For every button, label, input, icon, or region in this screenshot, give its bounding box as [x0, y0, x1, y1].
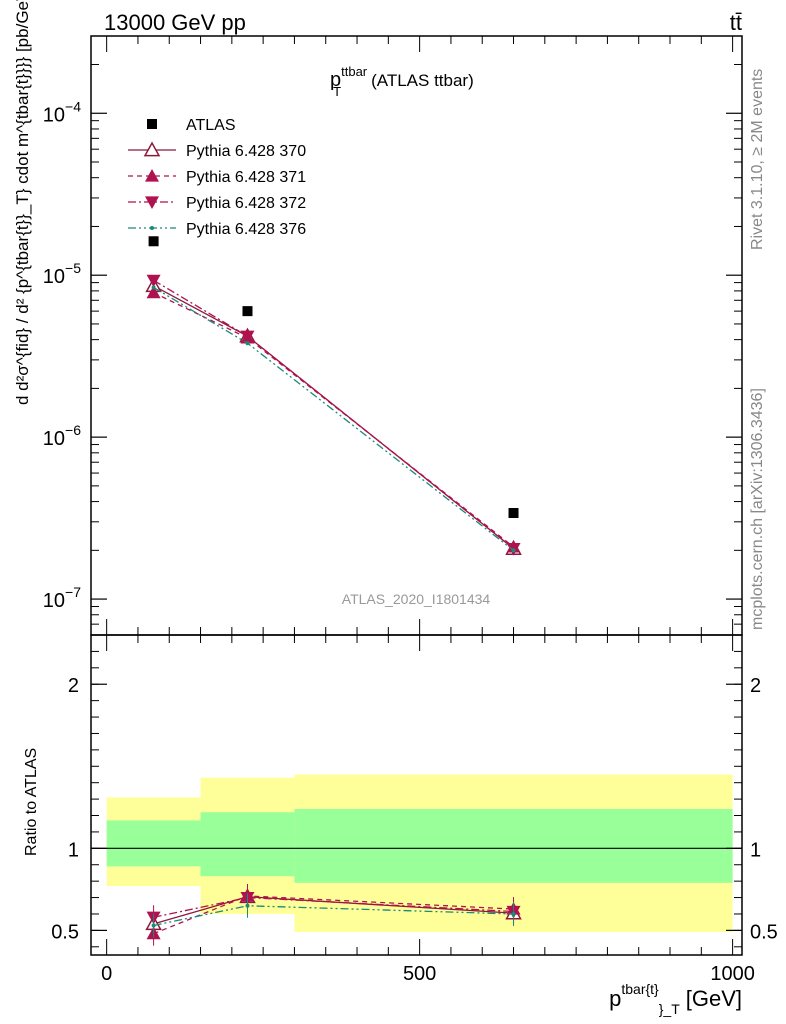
legend: ATLAS Pythia 6.428 370 Pythia 6.428 371 Pyt…	[128, 117, 306, 238]
ratio-series-line-2	[153, 896, 514, 918]
header-right-label: tt̄	[730, 10, 742, 35]
main-plot-area	[145, 236, 522, 556]
legend-marker-2	[145, 196, 159, 209]
ratio-y-tick-label-right-0: 0.5	[750, 921, 778, 943]
main-series-1-point-0	[146, 285, 161, 299]
main-series-line-0	[153, 285, 514, 550]
main-panel: 10−710−610−510−4 pttbar T(ATLAS ttbar) AT…	[13, 0, 743, 636]
tick-exp: −7	[65, 584, 81, 600]
x-axis-label: ptbar{t}}_T [GeV]	[609, 981, 742, 1017]
ratio-series-3-point-2	[511, 911, 516, 916]
title-rest: (ATLAS ttbar)	[371, 71, 474, 90]
ratio-green-band-1	[200, 812, 295, 877]
tick-base: 10	[43, 104, 65, 126]
legend-marker-0	[143, 141, 161, 157]
tick-exp: −5	[65, 260, 81, 276]
legend-marker-1	[145, 169, 159, 182]
ratio-y-tick-label-right-2: 2	[750, 675, 761, 697]
legend-label-0: Pythia 6.428 370	[186, 143, 306, 160]
main-series-line-3	[153, 286, 514, 551]
ratio-green-band-2	[294, 808, 733, 883]
xlabel-main: p	[609, 986, 621, 1011]
main-y-tick-label-2: 10−5	[43, 260, 81, 288]
ratio-plot-area	[91, 774, 742, 946]
ratio-y-axis-label: Ratio to ATLAS	[23, 748, 40, 856]
ratio-axis-ticks: 0.5 0.5 1 1 2 2 0 500 1000	[51, 635, 778, 985]
title-sup: ttbar	[341, 64, 368, 79]
atlas-data-point-2	[508, 508, 519, 519]
main-series-2-point-0	[146, 274, 161, 288]
ratio-y-tick-label-1: 1	[68, 839, 79, 861]
mcplots-label: mcplots.cern.ch [arXiv:1306.3436]	[749, 388, 766, 630]
main-y-tick-label-0: 10−7	[43, 584, 81, 612]
tick-base: 10	[43, 428, 65, 450]
ratio-y-tick-label-0: 0.5	[51, 921, 79, 943]
header-left-label: 13000 GeV pp	[104, 10, 246, 35]
xlabel-rest: [GeV]	[686, 986, 742, 1011]
atlas-data-point-0	[148, 236, 159, 247]
tick-exp: −6	[65, 422, 81, 438]
atlas-data-point-1	[242, 306, 253, 317]
analysis-watermark: ATLAS_2020_I1801434	[342, 591, 491, 607]
main-series-2-point-1	[240, 330, 255, 344]
rivet-label: Rivet 3.1.10, ≥ 2M events	[749, 69, 766, 250]
x-tick-label-2: 1000	[710, 963, 755, 985]
main-axis-ticks: 10−710−610−510−4	[43, 36, 742, 636]
ratio-green-band-0	[106, 820, 201, 867]
title-sub: T	[333, 84, 341, 99]
ratio-panel: 0.5 0.5 1 1 2 2 0 500 1000 Ratio to ATLAS ptbar{…	[23, 634, 778, 1017]
legend-label-2: Pythia 6.428 372	[186, 195, 306, 212]
tick-base: 10	[43, 266, 65, 288]
legend-label-1: Pythia 6.428 371	[186, 169, 306, 186]
title-main: p	[330, 69, 341, 91]
legend-atlas-label: ATLAS	[186, 117, 236, 134]
legend-atlas-marker	[147, 119, 157, 129]
main-title: pttbar T (ATLAS ttbar)	[330, 64, 474, 99]
xlabel-sub: }_T	[659, 1001, 680, 1017]
ratio-series-3-point-0	[151, 923, 156, 928]
ratio-series-3-point-1	[245, 903, 250, 908]
main-series-3-point-1	[245, 341, 250, 346]
tick-base: 10	[43, 590, 65, 612]
main-series-3-point-2	[511, 548, 516, 553]
legend-marker-3	[150, 226, 154, 230]
legend-label-3: Pythia 6.428 376	[186, 221, 306, 238]
tick-exp: −4	[65, 98, 81, 114]
ratio-y-tick-label-2: 2	[68, 675, 79, 697]
main-series-line-2	[153, 279, 514, 550]
main-y-axis-label: d d²σ^{fid} / d² {p^{tbar{t}}_T} cdot m^…	[13, 0, 32, 405]
ratio-y-tick-label-right-1: 1	[750, 839, 761, 861]
ratio-frame	[90, 634, 743, 956]
x-tick-label-1: 500	[403, 963, 436, 985]
xlabel-sup: tbar{t}	[621, 981, 659, 997]
main-y-tick-label-3: 10−4	[43, 98, 81, 126]
main-series-3-point-0	[151, 285, 156, 290]
main-y-tick-label-1: 10−6	[43, 422, 81, 450]
x-tick-label-0: 0	[101, 963, 112, 985]
